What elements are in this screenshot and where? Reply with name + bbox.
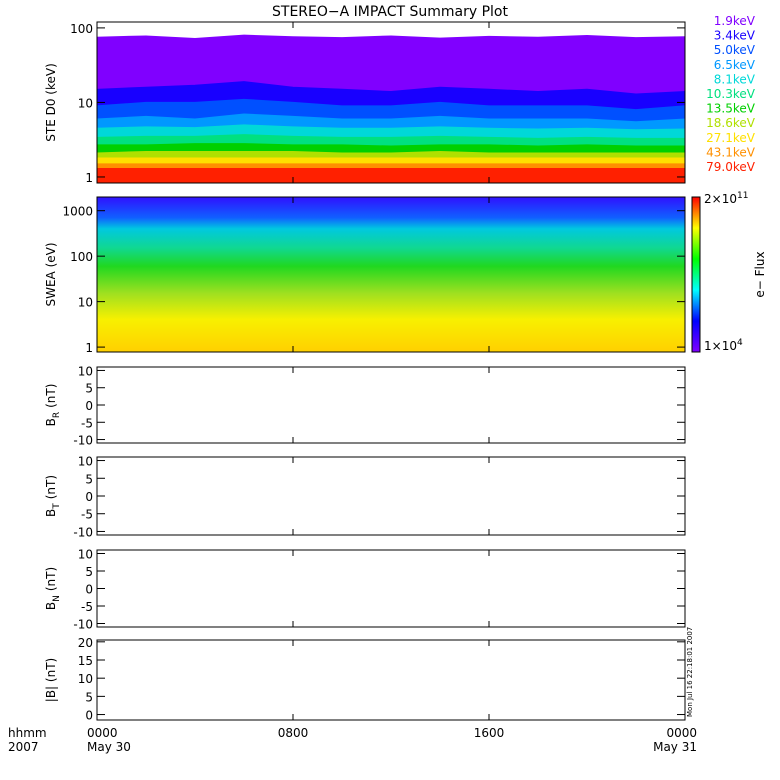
- y-tick-label: -5: [81, 600, 93, 614]
- legend-entry: 5.0keV: [714, 43, 756, 57]
- panel-frame: [96, 639, 686, 721]
- y-axis-label-main: B: [44, 418, 58, 426]
- y-axis-label: SWEA (eV): [44, 242, 58, 306]
- x-axis-year: 2007: [8, 740, 39, 754]
- panel-frame: [96, 366, 686, 444]
- y-tick-label: 20: [78, 636, 93, 650]
- y-axis-label: BT (nT): [44, 475, 62, 517]
- legend-entry: 27.1keV: [706, 131, 756, 145]
- y-tick-label: 100: [70, 250, 93, 264]
- legend-entry: 43.1keV: [706, 145, 756, 159]
- colorbar-label-base: 1×10: [704, 339, 737, 353]
- y-axis-label: STE D0 (keV): [44, 63, 58, 142]
- y-tick-label: 15: [78, 654, 93, 668]
- y-tick-label: 10: [78, 364, 93, 378]
- legend-entry: 6.5keV: [714, 58, 756, 72]
- y-tick-label: 0: [85, 583, 93, 597]
- y-tick-label: -5: [81, 416, 93, 430]
- panel-frame: [96, 456, 686, 536]
- y-tick-label: -5: [81, 508, 93, 522]
- y-tick-label: 5: [85, 472, 93, 486]
- y-tick-label: 0: [85, 399, 93, 413]
- x-tick-label: 1600: [474, 726, 505, 740]
- legend-entry: 18.6keV: [706, 116, 756, 130]
- y-tick-label: 1: [85, 171, 93, 185]
- legend-entry: 79.0keV: [706, 160, 756, 174]
- plot-title: STEREO−A IMPACT Summary Plot: [272, 4, 509, 20]
- y-axis-label: BR (nT): [44, 384, 62, 427]
- colorbar-label: 2×1011: [704, 191, 748, 206]
- y-axis-label-main: B: [44, 509, 58, 517]
- legend-entry: 8.1keV: [714, 72, 756, 86]
- y-tick-label: 10: [78, 548, 93, 562]
- x-tick-label: 0000: [666, 726, 697, 740]
- y-tick-label: 5: [85, 565, 93, 579]
- y-tick-label: 5: [85, 382, 93, 396]
- legend-entry: 10.3keV: [706, 87, 756, 101]
- y-axis-label-sub: T: [52, 503, 62, 510]
- colorbar-label: 1×104: [704, 338, 743, 353]
- y-axis-label-main: SWEA (eV): [44, 242, 58, 306]
- y-tick-label: 0: [85, 709, 93, 723]
- y-axis-label-main: STE D0 (keV): [44, 63, 58, 142]
- colorbar-title: e− Flux: [753, 251, 767, 297]
- panel-frame: [96, 196, 686, 353]
- y-axis-label-sub: R: [52, 412, 62, 418]
- colorbar: [691, 196, 701, 353]
- y-tick-label: 10: [78, 455, 93, 469]
- y-tick-label: 1000: [62, 205, 93, 219]
- spectrogram: [97, 197, 685, 352]
- panel-frame: [96, 549, 686, 628]
- legend-entry: 13.5keV: [706, 102, 756, 116]
- y-tick-label: 100: [70, 22, 93, 36]
- y-axis-label-unit: (nT): [44, 384, 58, 408]
- y-axis-label-main: B: [44, 602, 58, 610]
- colorbar-label-exp: 11: [737, 191, 748, 201]
- y-axis-label-unit: (nT): [44, 567, 58, 591]
- y-axis-label-sub: N: [52, 595, 62, 602]
- x-date-label: May 31: [653, 740, 697, 754]
- channel-area: [96, 167, 686, 184]
- legend-entry: 3.4keV: [714, 29, 756, 43]
- y-tick-label: 1: [85, 341, 93, 355]
- timestamp: Mon Jul 16 22:18:01 2007: [686, 627, 694, 717]
- x-tick-label: 0000: [87, 726, 118, 740]
- colorbar-label-exp: 4: [737, 338, 743, 348]
- y-tick-label: -10: [73, 525, 93, 539]
- colorbar-label-base: 2×10: [704, 192, 737, 206]
- y-axis-label: BN (nT): [44, 567, 62, 610]
- y-axis-label-unit: (nT): [44, 475, 58, 499]
- y-tick-label: -10: [73, 618, 93, 632]
- x-axis-title: hhmm: [8, 726, 47, 740]
- y-tick-label: 10: [78, 96, 93, 110]
- y-tick-label: 0: [85, 490, 93, 504]
- y-tick-label: -10: [73, 434, 93, 448]
- x-date-label: May 30: [87, 740, 131, 754]
- y-axis-label: |B| (nT): [44, 658, 58, 702]
- x-tick-label: 0800: [278, 726, 309, 740]
- y-axis-label-main: |B| (nT): [44, 658, 58, 702]
- y-tick-label: 5: [85, 690, 93, 704]
- y-tick-label: 10: [78, 672, 93, 686]
- y-tick-label: 10: [78, 296, 93, 310]
- legend-entry: 1.9keV: [714, 14, 756, 28]
